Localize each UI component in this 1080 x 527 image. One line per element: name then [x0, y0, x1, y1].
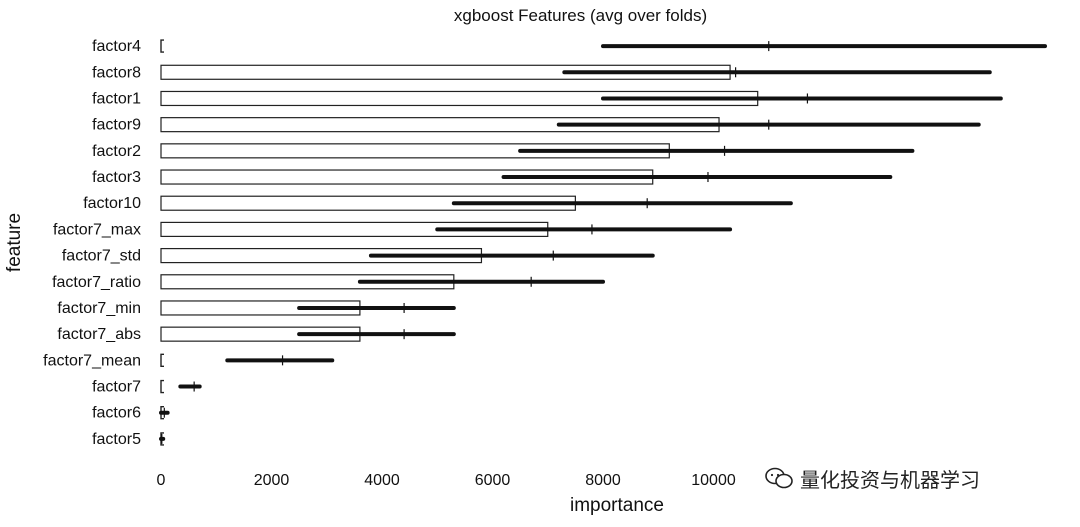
watermark-text: 量化投资与机器学习	[800, 467, 980, 492]
x-tick-label: 4000	[364, 472, 400, 489]
x-tick-label: 10000	[691, 472, 736, 489]
y-tick-label: factor7_ratio	[52, 274, 141, 291]
x-tick-label: 6000	[475, 472, 511, 489]
y-tick-label: factor9	[92, 117, 141, 134]
y-tick-label: factor5	[92, 431, 141, 448]
y-tick-label: factor2	[92, 143, 141, 160]
y-tick-label: factor6	[92, 405, 141, 422]
y-tick-label: factor7_std	[62, 248, 141, 265]
bar	[160, 39, 164, 53]
wechat-icon	[764, 466, 794, 490]
bar	[160, 353, 164, 368]
y-tick-label: factor7_max	[53, 221, 141, 238]
bar	[160, 379, 164, 394]
y-tick-label: factor8	[92, 64, 141, 81]
y-tick-label: factor7_min	[57, 300, 141, 317]
y-tick-label: factor4	[92, 38, 141, 55]
y-tick-label: factor7	[92, 379, 141, 396]
chart-title: xgboost Features (avg over folds)	[454, 6, 707, 25]
y-tick-label: factor10	[83, 195, 141, 212]
x-axis-label: importance	[570, 495, 664, 516]
y-axis-label: feature	[4, 213, 25, 272]
y-tick-label: factor7_abs	[57, 326, 141, 343]
y-tick-label: factor3	[92, 169, 141, 186]
x-tick-label: 2000	[254, 472, 290, 489]
y-tick-label: factor1	[92, 90, 141, 107]
watermark: 量化投资与机器学习	[760, 462, 984, 494]
x-tick-label: 0	[157, 472, 166, 489]
x-tick-label: 8000	[585, 472, 621, 489]
y-tick-label: factor7_mean	[43, 352, 141, 369]
